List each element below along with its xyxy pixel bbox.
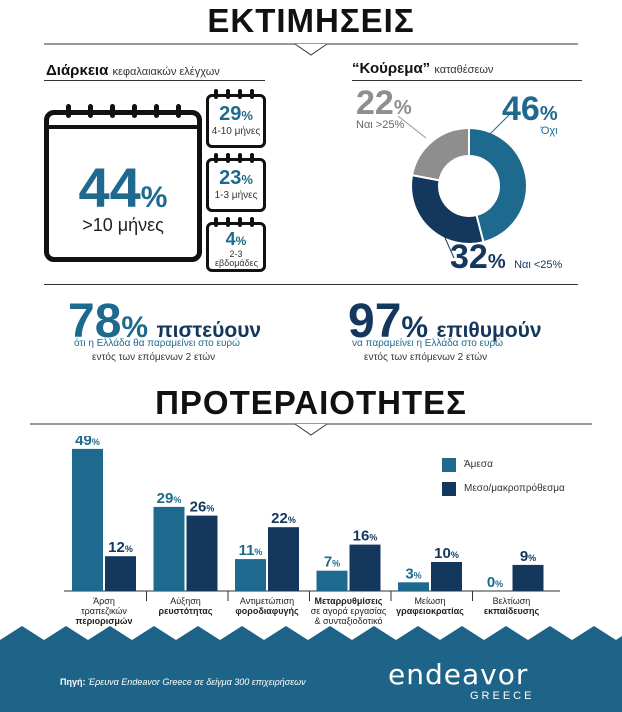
stat-desire-line2: εντός των επόμενων 2 ετών [364,352,488,363]
category-label: γραφειοκρατίας [396,606,464,616]
category-label: Αντιμετώπιση [240,596,294,606]
bar-value-label: 29% [157,490,182,507]
duration-item-value: 4% [225,229,247,249]
stat-believe: 78% πιστεύουν [68,295,262,348]
bar-value-label: 49% [75,436,100,449]
stat-desire: 97% επιθυμούν [348,295,542,348]
bar-1-3 [349,544,381,591]
donut-slice-1 [410,173,485,245]
leader-line-46 [487,111,513,137]
bar-value-label: 22% [271,510,296,527]
bar-value-label: 16% [353,528,378,545]
category-label: τραπεζικών [81,606,127,616]
legend-label-immediate: Άμεσα [464,459,493,470]
haircut-donut-chart [410,126,528,245]
category-label: Βελτίωση [493,596,531,606]
category-label: σε αγορά εργασίας [311,606,387,616]
bar-0-0 [72,448,103,591]
duration-item-label: 1-3 μήνες [214,190,258,201]
leader-line-22 [397,115,427,139]
haircut-underline [352,80,582,81]
duration-item-value: 23% [219,167,253,189]
donut-label-no: 46% Όχι [502,90,558,137]
endeavor-logo-sub: GREECE [470,690,535,702]
donut-label-yes-under: 32% Ναι <25% [450,238,563,276]
bar-1-0 [105,556,136,591]
category-label: & συνταξιοδοτικό [315,616,383,626]
donut-slice-0 [468,126,528,244]
priorities-title: ΠΡΟΤΕΡΑΙΟΤΗΤΕΣ [155,384,467,421]
bar-value-label: 0% [487,574,503,591]
calendar-icon-1: 29% 4-10 μήνες [206,94,266,148]
duration-underline [44,80,265,81]
stats-divider [44,284,578,285]
source-note: Πηγή: Έρευνα Endeavor Greece σε δείγμα 3… [60,677,306,687]
calendar-icon-2: 23% 1-3 μήνες [206,158,266,212]
category-label: Άρση [93,596,115,606]
bar-0-1 [153,506,185,591]
bar-value-label: 26% [190,499,215,516]
calendar-icon-3: 4% 2-3 εβδομάδες [206,222,266,272]
category-label: Μεταρρυθμίσεις [315,596,383,606]
estimates-title: ΕΚΤΙΜΗΣΕΙΣ [207,2,415,39]
leader-line-32 [437,221,455,259]
duration-item-label: 4-10 μήνες [211,126,261,137]
bar-value-label: 9% [520,548,536,565]
legend-swatch-midterm [442,482,456,496]
title-divider [44,43,578,56]
category-label: φοροδιαφυγής [235,606,299,616]
main-duration-value: 44% [78,156,168,219]
bar-1-2 [268,527,299,591]
footer-wave [0,626,622,712]
bar-value-label: 11% [239,542,263,559]
duration-heading: Διάρκεια κεφαλαιακών ελέγχων [46,62,220,79]
bar-value-label: 12% [108,539,133,556]
main-duration-label: >10 μήνες [82,215,164,235]
stat-desire-line1: να παραμείνει η Ελλάδα στο ευρώ [352,338,503,349]
category-label: Αύξηση [170,596,201,606]
duration-item-value: 29% [219,103,253,125]
haircut-heading: “Κούρεμα” καταθέσεων [352,60,494,77]
bar-value-label: 3% [405,565,421,582]
big-calendar-icon: 44% >10 μήνες [44,110,202,262]
bar-1-4 [431,562,462,591]
category-label: περιορισμών [75,616,132,626]
bar-0-2 [235,559,266,591]
bar-0-3 [316,570,348,591]
bar-1-5 [512,564,544,591]
stat-believe-line1: ότι η Ελλάδα θα παραμείνει στο ευρώ [74,338,240,349]
donut-slice-2 [410,126,470,182]
stat-believe-line2: εντός των επόμενων 2 ετών [92,352,216,363]
endeavor-logo: endeavor [388,658,529,691]
bar-value-label: 7% [324,554,340,571]
priorities-divider [30,423,592,436]
category-label: Μείωση [414,596,445,606]
duration-item-label: 2-3 εβδομάδες [215,249,258,268]
bar-0-4 [398,582,429,591]
legend-swatch-immediate [442,458,456,472]
category-label: ρευστότητας [159,606,213,616]
legend-label-midterm: Μεσο/μακροπρόθεσμα [464,483,565,494]
bar-1-1 [186,515,218,591]
category-label: εκπαίδευσης [484,606,540,616]
bar-value-label: 10% [434,545,459,562]
donut-label-yes-over: 22% Ναι >25% [356,84,412,131]
